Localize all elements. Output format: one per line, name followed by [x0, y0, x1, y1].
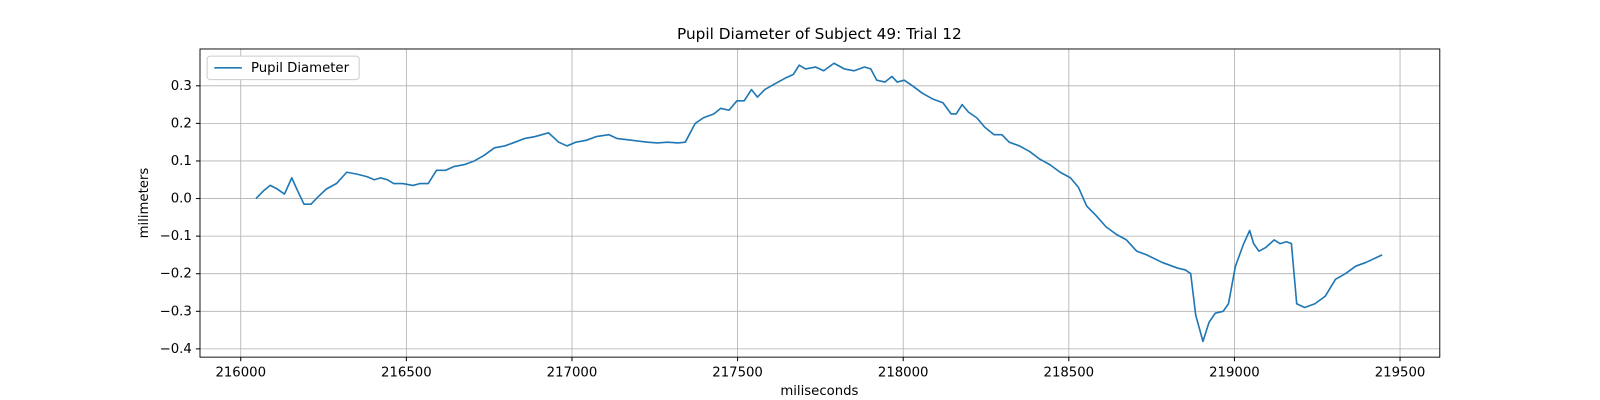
x-tick-label: 217000 — [547, 365, 598, 380]
y-tick-label: 0.2 — [171, 116, 192, 131]
x-axis-label: miliseconds — [780, 384, 858, 399]
y-tick-label: −0.1 — [160, 229, 192, 244]
data-line — [255, 62, 1383, 343]
plot-frame — [199, 48, 1441, 358]
x-tick-label: 217500 — [712, 365, 763, 380]
x-tick-label: 219500 — [1375, 365, 1426, 380]
y-tick-label: −0.3 — [160, 304, 192, 319]
y-axis-label: milimeters — [137, 168, 152, 239]
y-tick-label: 0.0 — [171, 192, 192, 207]
x-tick-label: 218500 — [1044, 365, 1095, 380]
y-tick-label: 0.3 — [171, 79, 192, 94]
x-tick-label: 219000 — [1209, 365, 1260, 380]
x-tick-label: 218000 — [878, 365, 929, 380]
legend-label: Pupil Diameter — [251, 61, 350, 76]
x-tick-label: 216000 — [215, 365, 266, 380]
chart-title: Pupil Diameter of Subject 49: Trial 12 — [677, 25, 962, 43]
y-tick-label: 0.1 — [171, 154, 192, 169]
x-tick-label: 216500 — [381, 365, 432, 380]
y-tick-label: −0.4 — [160, 342, 192, 357]
legend-box — [206, 55, 360, 81]
y-tick-label: −0.2 — [160, 267, 192, 282]
